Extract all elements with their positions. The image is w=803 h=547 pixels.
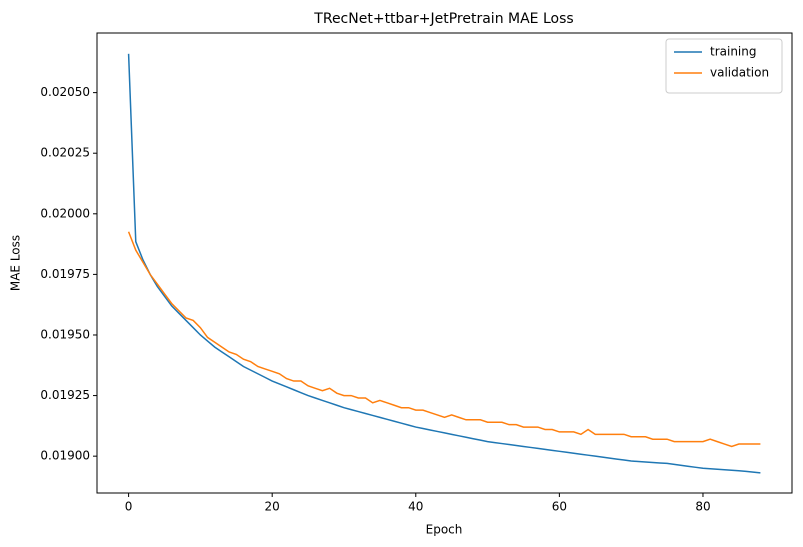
legend-label: validation xyxy=(710,66,769,80)
y-tick-label: 0.02025 xyxy=(40,146,90,160)
line-series xyxy=(127,231,761,448)
x-tick-label: 20 xyxy=(265,500,280,514)
line-series xyxy=(127,53,761,474)
x-tick-label: 40 xyxy=(408,500,423,514)
chart-title: TRecNet+ttbar+JetPretrain MAE Loss xyxy=(313,11,573,27)
x-axis-label: Epoch xyxy=(426,523,463,537)
legend-label: training xyxy=(710,45,757,59)
x-tick-label: 0 xyxy=(125,500,133,514)
y-tick-label: 0.01950 xyxy=(40,327,90,341)
y-tick-label: 0.01975 xyxy=(40,267,90,281)
y-axis-label: MAE Loss xyxy=(9,235,23,291)
y-tick-label: 0.02050 xyxy=(40,85,90,99)
y-tick-label: 0.01925 xyxy=(40,388,90,402)
x-tick-label: 80 xyxy=(695,500,710,514)
y-tick-label: 0.02000 xyxy=(40,206,90,220)
plot-frame xyxy=(96,32,793,494)
y-tick-label: 0.01900 xyxy=(40,449,90,463)
x-tick-label: 60 xyxy=(552,500,567,514)
